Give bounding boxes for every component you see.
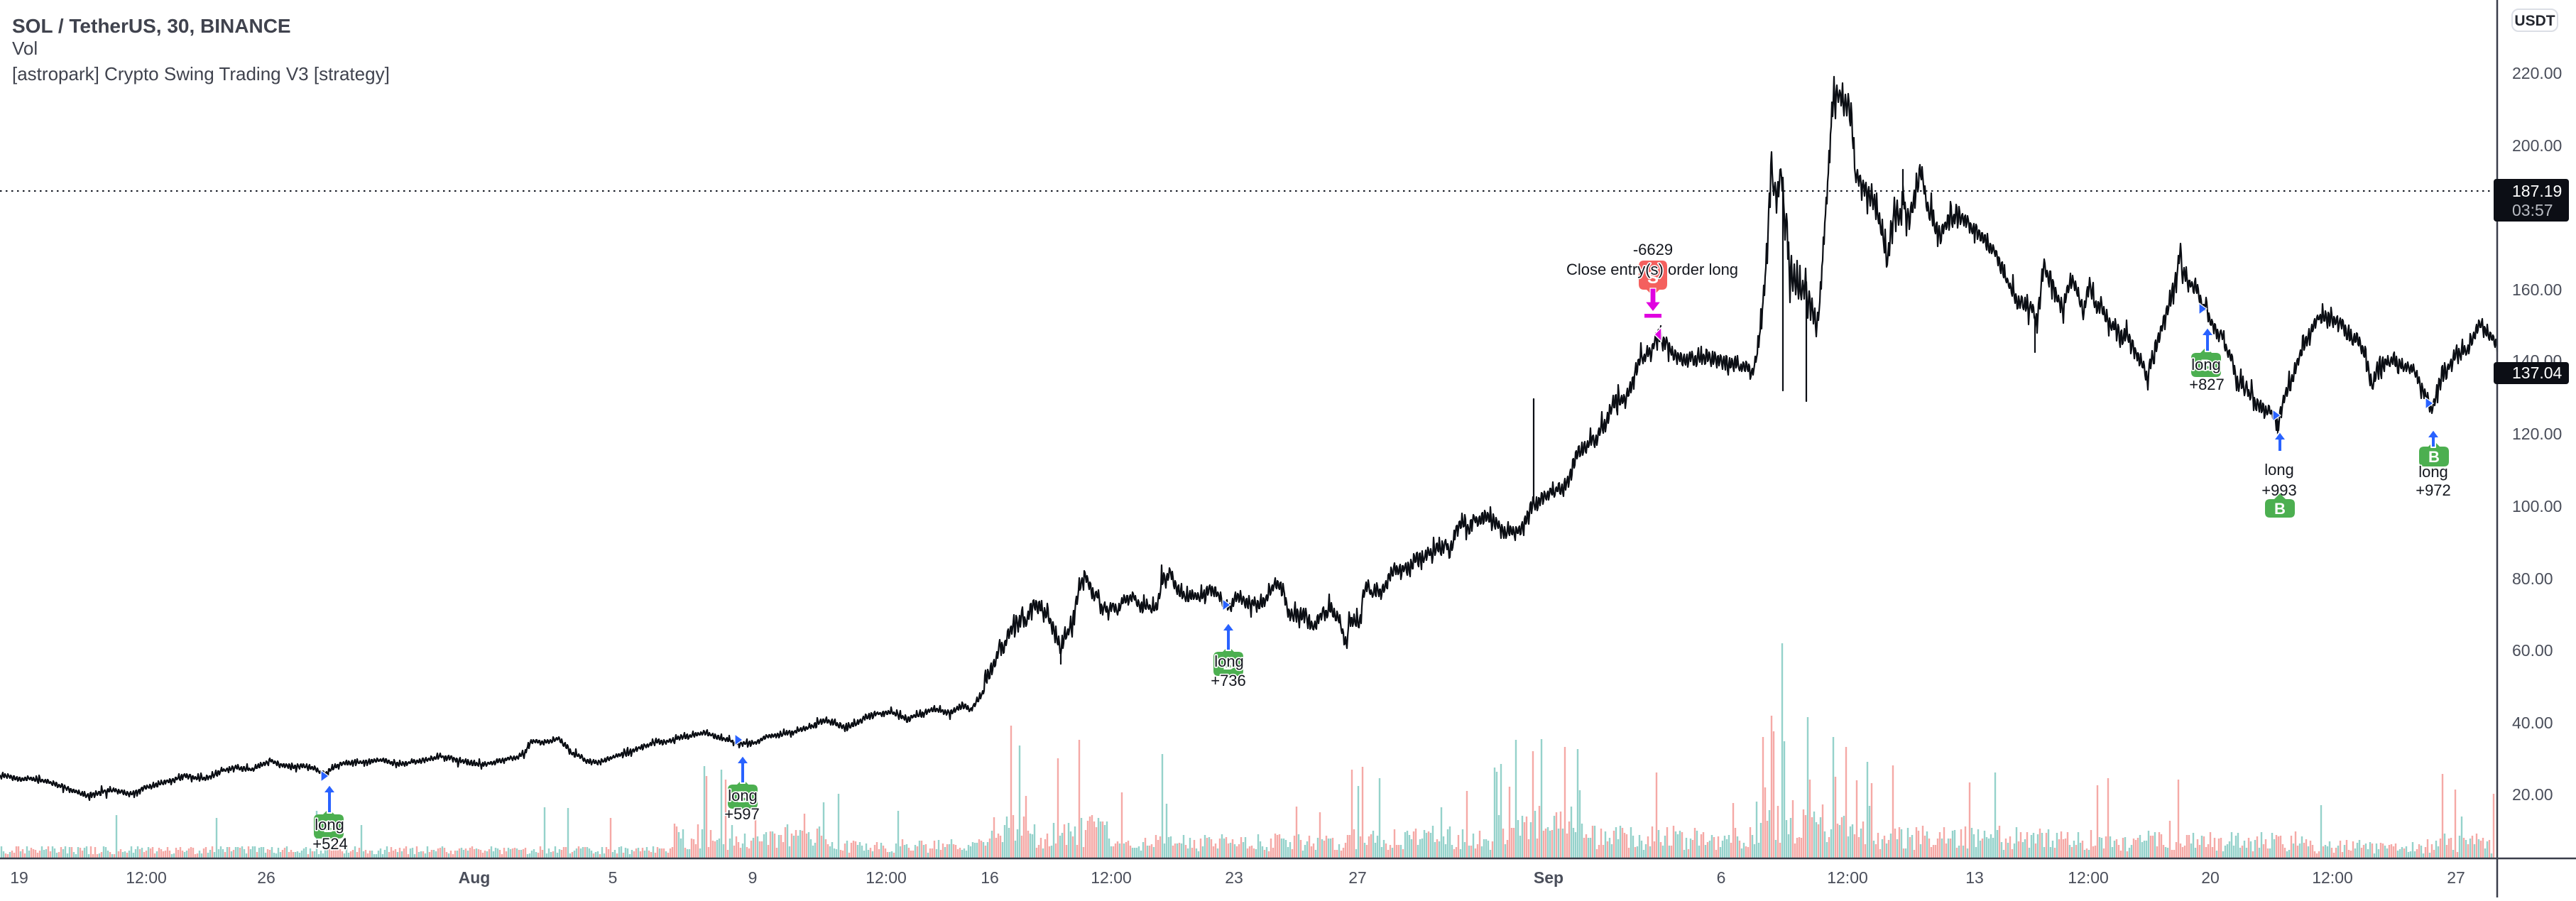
svg-text:B: B: [323, 818, 334, 836]
svg-text:S: S: [1647, 268, 1659, 288]
svg-text:03:57: 03:57: [2512, 201, 2553, 219]
svg-text:long: long: [315, 816, 344, 834]
svg-text:12:00: 12:00: [2312, 868, 2353, 887]
svg-text:60.00: 60.00: [2512, 641, 2553, 660]
svg-text:Vol: Vol: [12, 38, 38, 59]
svg-text:B: B: [2428, 448, 2440, 466]
svg-text:27: 27: [1348, 868, 1367, 887]
svg-text:12:00: 12:00: [1091, 868, 1132, 887]
svg-text:long: long: [2191, 356, 2221, 373]
svg-text:USDT: USDT: [2514, 13, 2555, 29]
svg-text:26: 26: [257, 868, 275, 887]
svg-text:B: B: [2200, 356, 2212, 374]
svg-text:220.00: 220.00: [2512, 64, 2562, 82]
svg-text:[astropark] Crypto Swing Tradi: [astropark] Crypto Swing Trading V3 [str…: [12, 63, 390, 84]
svg-text:6: 6: [1717, 868, 1726, 887]
svg-text:SOL / TetherUS, 30, BINANCE: SOL / TetherUS, 30, BINANCE: [12, 15, 291, 37]
svg-text:long: long: [1214, 652, 1244, 670]
svg-text:B: B: [1223, 655, 1234, 673]
svg-text:100.00: 100.00: [2512, 497, 2562, 515]
svg-text:200.00: 200.00: [2512, 136, 2562, 155]
svg-text:Close entry(s) order long: Close entry(s) order long: [1566, 261, 1738, 278]
svg-text:+597: +597: [724, 805, 760, 823]
svg-text:187.19: 187.19: [2512, 182, 2562, 200]
svg-text:B: B: [2274, 500, 2286, 518]
svg-text:12:00: 12:00: [2068, 868, 2109, 887]
svg-text:80.00: 80.00: [2512, 569, 2553, 588]
svg-text:120.00: 120.00: [2512, 425, 2562, 443]
svg-text:160.00: 160.00: [2512, 280, 2562, 299]
svg-text:40.00: 40.00: [2512, 714, 2553, 732]
svg-text:long: long: [2264, 461, 2294, 479]
svg-text:12:00: 12:00: [126, 868, 167, 887]
svg-text:27: 27: [2447, 868, 2465, 887]
svg-text:+827: +827: [2189, 376, 2225, 393]
svg-text:-6629: -6629: [1633, 241, 1673, 258]
svg-text:16: 16: [981, 868, 999, 887]
svg-text:9: 9: [748, 868, 758, 887]
svg-text:B: B: [737, 788, 748, 806]
svg-text:12:00: 12:00: [866, 868, 907, 887]
svg-text:13: 13: [1965, 868, 1984, 887]
svg-text:long: long: [2418, 463, 2448, 481]
svg-text:Sep: Sep: [1534, 868, 1563, 887]
svg-text:long: long: [728, 787, 758, 804]
svg-text:20: 20: [2201, 868, 2220, 887]
svg-text:5: 5: [608, 868, 618, 887]
svg-text:+736: +736: [1211, 672, 1246, 689]
svg-text:12:00: 12:00: [1827, 868, 1868, 887]
svg-text:137.04: 137.04: [2512, 364, 2563, 382]
svg-text:20.00: 20.00: [2512, 785, 2553, 804]
svg-text:+524: +524: [312, 835, 348, 853]
svg-text:23: 23: [1225, 868, 1243, 887]
svg-text:19: 19: [10, 868, 28, 887]
svg-text:+972: +972: [2416, 481, 2451, 499]
svg-text:Aug: Aug: [459, 868, 491, 887]
